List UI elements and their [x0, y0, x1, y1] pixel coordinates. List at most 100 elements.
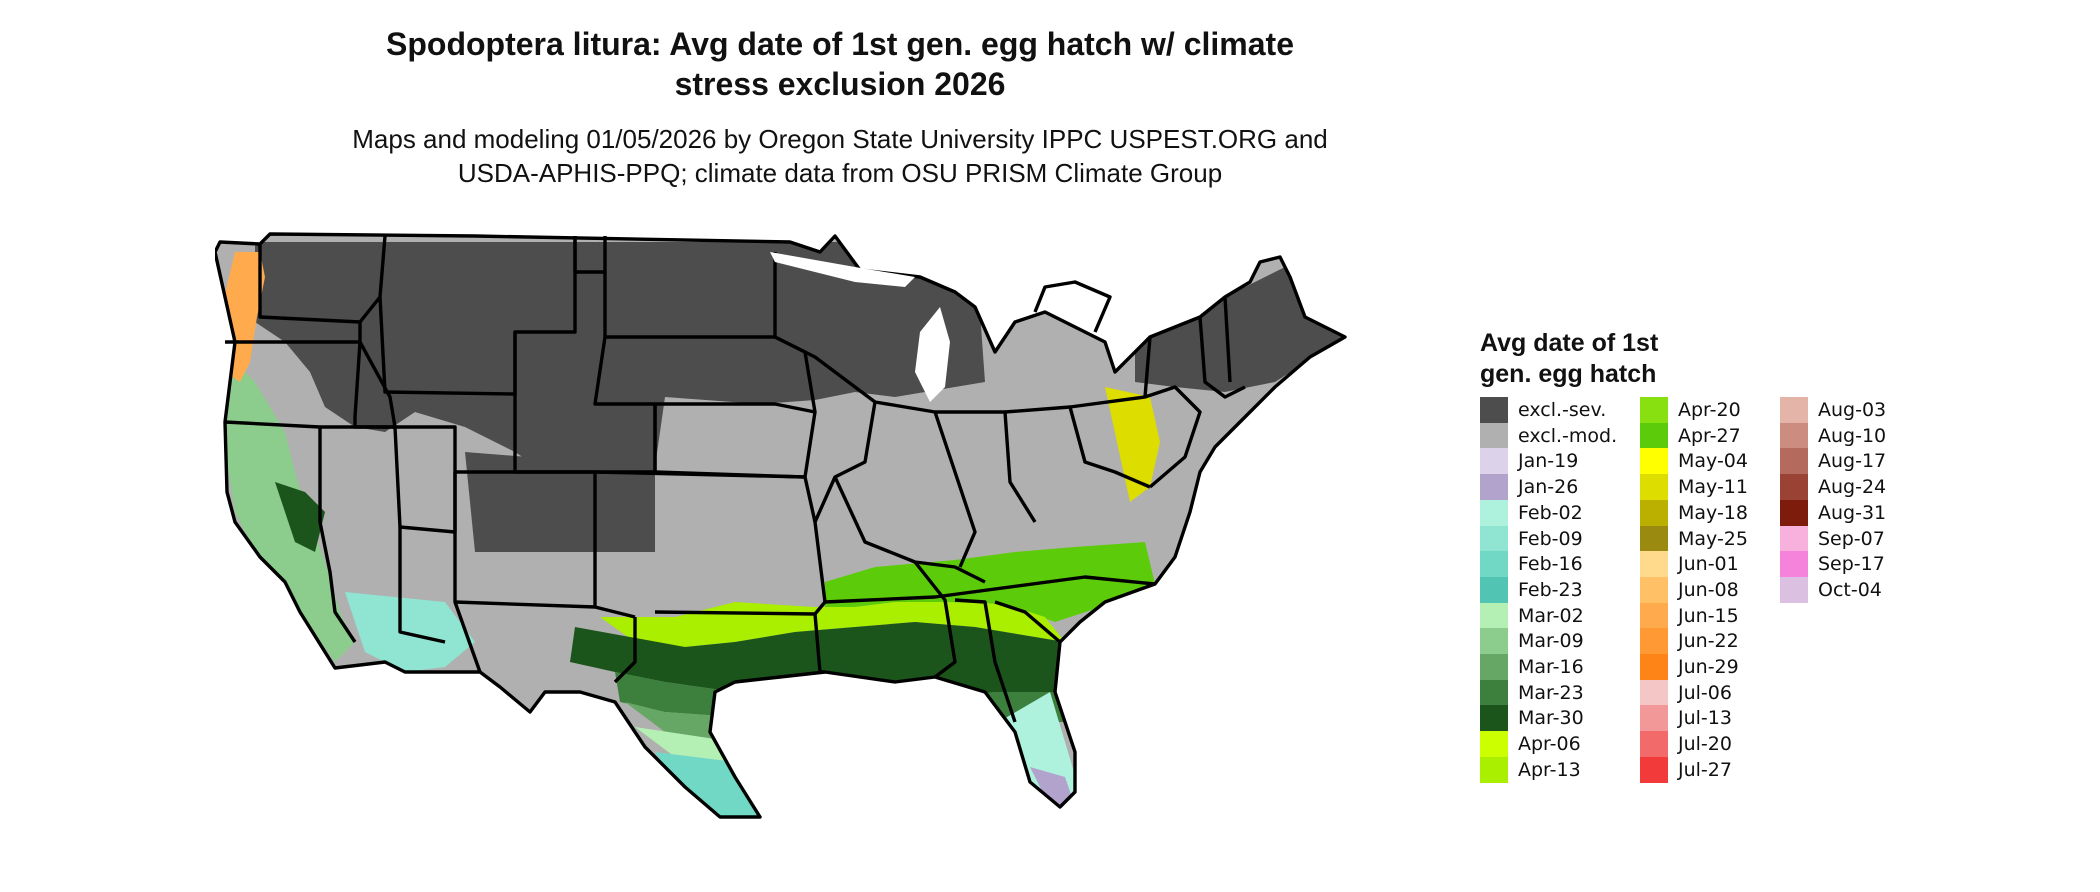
legend-swatch: [1780, 576, 1808, 603]
legend-label: Feb-16: [1518, 553, 1583, 576]
legend-swatch: [1780, 422, 1808, 449]
legend-swatch: [1480, 654, 1508, 680]
legend-swatch: [1480, 731, 1508, 758]
zone-mar-30-central-valley: [275, 482, 325, 552]
legend-label: Jul-27: [1678, 758, 1732, 781]
legend-swatch: [1640, 397, 1668, 423]
legend-item: May-11: [1640, 474, 1748, 501]
legend-label: Jun-22: [1678, 630, 1739, 653]
zone-feb-16: [655, 752, 815, 817]
legend-swatch: [1640, 551, 1668, 578]
map-subtitle-line-2: USDA-APHIS-PPQ; climate data from OSU PR…: [457, 158, 1223, 188]
legend-swatch: [1480, 525, 1508, 552]
legend-item: Mar-09: [1480, 628, 1584, 655]
legend-swatch: [1780, 397, 1808, 423]
legend-item: Jul-27: [1640, 756, 1732, 783]
legend-item: Feb-23: [1480, 576, 1583, 603]
legend-label: Apr-27: [1678, 424, 1741, 447]
legend-item: Apr-20: [1640, 397, 1741, 423]
climate-zones: [215, 234, 1345, 817]
legend-swatch: [1480, 551, 1508, 578]
legend-item: Feb-02: [1480, 499, 1583, 526]
legend-swatch: [1480, 628, 1508, 655]
map-subtitle-line-1: Maps and modeling 01/05/2026 by Oregon S…: [352, 124, 1328, 154]
legend-item: Mar-23: [1480, 679, 1584, 706]
lake-michigan: [915, 307, 950, 402]
legend-swatch: [1480, 756, 1508, 783]
state-boundaries: [215, 232, 1347, 819]
legend-item: Aug-10: [1780, 422, 1887, 449]
zone-excl-sev-northeast: [1135, 242, 1345, 392]
legend-label: Jun-29: [1678, 656, 1739, 678]
legend-swatch: [1480, 679, 1508, 706]
zone-may-11-mid-atlantic: [1105, 387, 1160, 502]
legend-label: Mar-16: [1518, 656, 1584, 678]
legend-label: Apr-20: [1678, 399, 1741, 421]
legend-swatch: [1640, 654, 1668, 680]
legend-title-line-2: gen. egg hatch: [1480, 360, 1657, 388]
legend-item: Jul-06: [1640, 679, 1732, 706]
legend-swatch: [1640, 525, 1668, 552]
legend-swatch: [1480, 576, 1508, 603]
legend-label: Mar-02: [1518, 604, 1584, 627]
legend-label: Aug-31: [1818, 501, 1887, 524]
legend-label: Apr-06: [1518, 733, 1581, 756]
legend-item: Mar-02: [1480, 602, 1584, 629]
legend-item: Aug-17: [1780, 448, 1887, 475]
legend-label: Mar-23: [1518, 681, 1584, 704]
legend-title-line-1: Avg date of 1st: [1480, 329, 1659, 357]
legend-title: Avg date of 1st gen. egg hatch: [1480, 328, 1780, 390]
legend: Avg date of 1st gen. egg hatch excl.-sev…: [1480, 328, 1886, 783]
legend-label: Jan-26: [1518, 476, 1579, 499]
legend-item: May-04: [1640, 448, 1748, 475]
legend-item: May-25: [1640, 525, 1748, 552]
legend-item: Feb-16: [1480, 551, 1583, 578]
legend-item: Aug-31: [1780, 499, 1887, 526]
legend-swatch: [1640, 448, 1668, 475]
legend-item: Feb-09: [1480, 525, 1583, 552]
legend-label: Feb-09: [1518, 527, 1583, 550]
legend-swatch: [1480, 705, 1508, 732]
legend-label: Mar-30: [1518, 707, 1584, 730]
legend-swatch: [1640, 422, 1668, 449]
lake-superior: [770, 252, 915, 287]
legend-swatch: [1480, 474, 1508, 501]
legend-label: Jan-19: [1518, 450, 1579, 473]
zone-excl-sev-north: [255, 242, 985, 472]
legend-item: excl.-mod.: [1480, 422, 1618, 449]
legend-item: Apr-13: [1480, 756, 1581, 783]
legend-label: Aug-10: [1818, 424, 1887, 447]
legend-label: May-18: [1678, 501, 1748, 524]
legend-swatch: [1780, 551, 1808, 578]
legend-item: excl.-sev.: [1480, 397, 1606, 423]
legend-swatch: [1780, 499, 1808, 526]
legend-item: May-18: [1640, 499, 1748, 526]
legend-label: Sep-07: [1818, 527, 1885, 550]
legend-label: Feb-02: [1518, 501, 1583, 524]
legend-label: May-25: [1678, 527, 1748, 550]
legend-label: Jul-06: [1678, 681, 1732, 704]
legend-swatch: [1640, 679, 1668, 706]
legend-label: May-11: [1678, 476, 1748, 499]
legend-label: Jul-13: [1678, 707, 1732, 730]
us-hatch-date-map: [215, 232, 1347, 819]
legend-label: Sep-17: [1818, 553, 1885, 576]
legend-item: Jun-22: [1640, 628, 1739, 655]
legend-label: Aug-17: [1818, 450, 1887, 473]
map-title-line-1: Spodoptera litura: Avg date of 1st gen. …: [386, 26, 1294, 62]
legend-item: Jun-08: [1640, 576, 1739, 603]
map-title-line-2: stress exclusion 2026: [674, 66, 1006, 102]
legend-swatch: [1780, 474, 1808, 501]
legend-swatch: [1780, 448, 1808, 475]
legend-item: Jun-15: [1640, 602, 1739, 629]
legend-label: Jun-15: [1678, 604, 1739, 627]
legend-label: May-04: [1678, 450, 1748, 473]
legend-label: excl.-sev.: [1518, 399, 1607, 421]
legend-label: Jun-08: [1678, 578, 1739, 601]
legend-item: Jul-20: [1640, 731, 1732, 758]
legend-item: Jun-01: [1640, 551, 1739, 578]
legend-swatch: [1640, 731, 1668, 758]
legend-label: excl.-mod.: [1518, 424, 1618, 447]
legend-label: Mar-09: [1518, 630, 1584, 653]
legend-swatch: [1640, 705, 1668, 732]
